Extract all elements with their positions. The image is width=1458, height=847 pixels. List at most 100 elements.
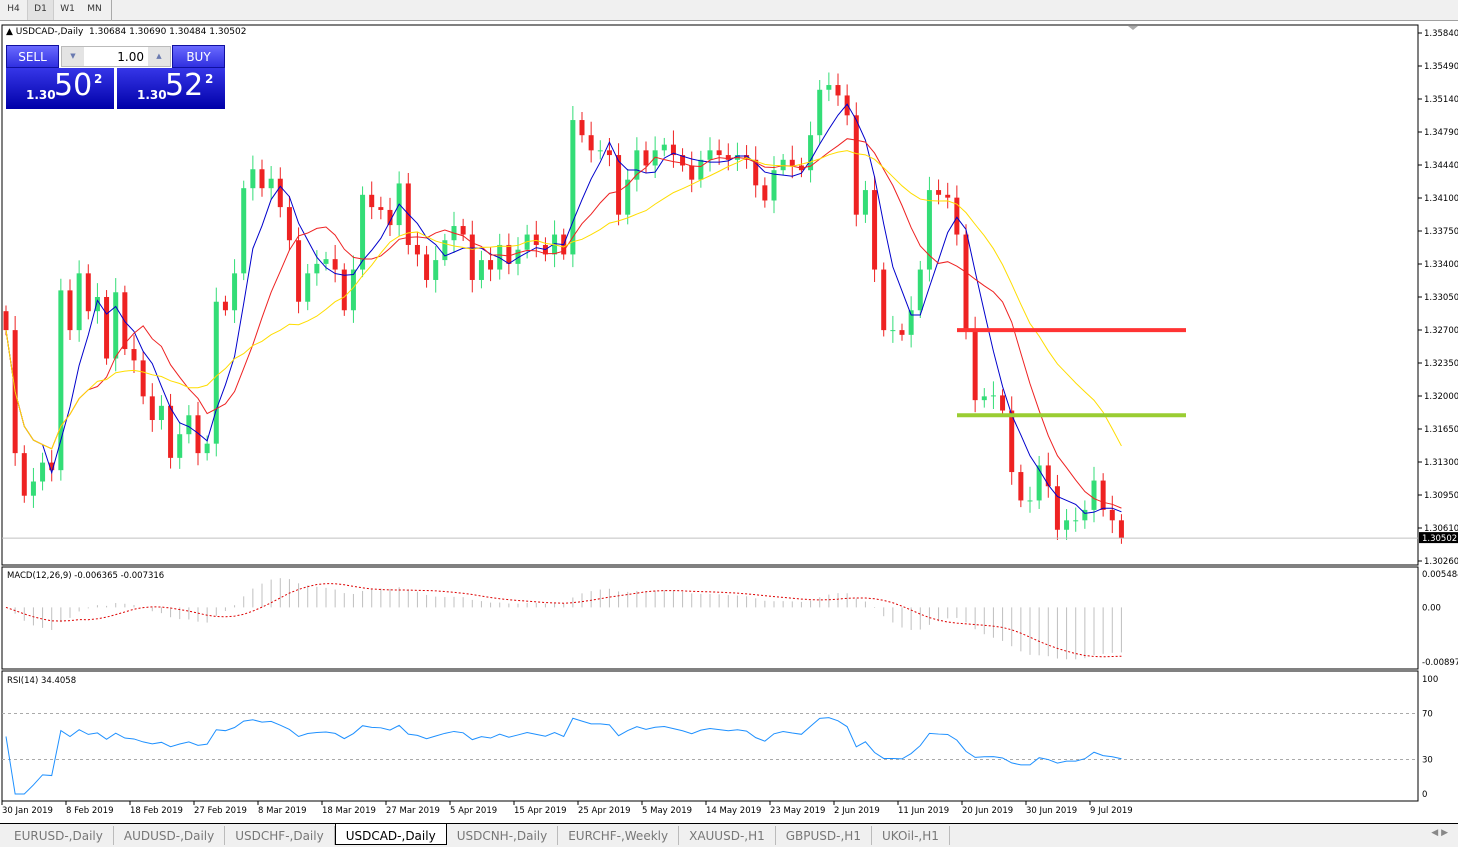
bearish-candle	[1018, 472, 1024, 501]
sell-price-button[interactable]: 1.30 50 2	[6, 68, 114, 109]
bearish-candle	[753, 159, 759, 186]
bearish-candle	[616, 155, 622, 215]
bearish-candle	[424, 254, 430, 280]
bullish-candle	[908, 310, 914, 335]
tab-eurusd[interactable]: EURUSD-,Daily	[4, 826, 114, 845]
rsi-label: RSI(14) 34.4058	[7, 676, 76, 686]
bearish-candle	[460, 226, 466, 235]
tab-ukoil[interactable]: UKOil-,H1	[872, 826, 950, 845]
bearish-candle	[259, 169, 265, 189]
macd-panel-frame	[1, 566, 1419, 670]
bearish-candle	[21, 453, 27, 496]
bullish-candle	[890, 330, 896, 332]
one-click-trading-panel: SELL ▼ ▲ BUY 1.30 50 2 1.30 52 2	[6, 45, 225, 109]
price-axis-label: 1.35840	[1424, 29, 1458, 39]
bearish-candle	[844, 95, 850, 116]
bullish-candle	[707, 150, 713, 160]
bearish-candle	[1009, 410, 1015, 473]
bullish-candle	[1036, 465, 1042, 501]
tab-xauusd[interactable]: XAUUSD-,H1	[679, 826, 776, 845]
sell-price-pips: 50	[54, 68, 93, 103]
bearish-candle	[954, 197, 960, 235]
price-axis-label: 1.34440	[1424, 161, 1458, 171]
bearish-candle	[149, 396, 155, 421]
bullish-candle	[94, 297, 100, 312]
volume-increase-icon[interactable]: ▲	[148, 47, 170, 66]
timeframe-h4[interactable]: H4	[7, 4, 20, 14]
bullish-candle	[323, 259, 329, 264]
bearish-candle	[296, 240, 302, 302]
bearish-candle	[936, 190, 942, 195]
sell-price-fraction: 2	[94, 72, 103, 86]
price-axis-label: 1.33400	[1424, 260, 1458, 270]
buy-price-button[interactable]: 1.30 52 2	[117, 68, 225, 109]
bullish-candle	[204, 443, 210, 454]
chart-area[interactable]: 1.35840 1.35490 1.35140 1.34790 1.34440 1.341…	[0, 22, 1458, 822]
price-axis-label: 1.30610	[1424, 524, 1458, 534]
symbol-label: USDCAD-,Daily	[15, 27, 84, 37]
macd-signal-line	[5, 583, 1122, 658]
bullish-candle	[926, 190, 932, 270]
date-axis-label: 27 Mar 2019	[386, 806, 440, 816]
bullish-candle	[1091, 480, 1097, 510]
tab-audusd[interactable]: AUDUSD-,Daily	[114, 826, 226, 845]
sell-button[interactable]: SELL	[6, 45, 59, 68]
tab-usdcad[interactable]: USDCAD-,Daily	[334, 824, 447, 845]
chart-tabs: EURUSD-,Daily AUDUSD-,Daily USDCHF-,Dail…	[0, 823, 1458, 847]
tab-scroll-arrows-icon[interactable]: ◀ ▶	[1431, 828, 1448, 838]
bullish-candle	[177, 434, 183, 458]
bearish-candle	[1100, 480, 1106, 510]
timeframe-toolbar: H4 D1 W1 MN	[0, 0, 1458, 21]
tab-gbpusd[interactable]: GBPUSD-,H1	[776, 826, 872, 845]
macd-axis-label: 0.00	[1422, 603, 1441, 613]
price-axis-label: 1.32350	[1424, 359, 1458, 369]
buy-button[interactable]: BUY	[172, 45, 225, 68]
price-axis-label: 1.30950	[1424, 491, 1458, 501]
timeframe-mn[interactable]: MN	[87, 4, 102, 14]
bullish-candle	[570, 120, 576, 255]
rsi-axis-label: 100	[1422, 675, 1438, 685]
bullish-candle	[780, 159, 786, 171]
bearish-candle	[689, 165, 695, 180]
date-axis-label: 2 Jun 2019	[834, 806, 880, 816]
timeframe-w1[interactable]: W1	[60, 4, 75, 14]
bearish-candle	[222, 301, 228, 311]
bullish-candle	[305, 273, 311, 302]
bullish-candle	[113, 292, 119, 359]
bearish-candle	[387, 209, 393, 226]
bearish-candle	[899, 330, 905, 335]
buy-price-pips: 52	[165, 68, 204, 103]
tab-eurchf[interactable]: EURCHF-,Weekly	[558, 826, 680, 845]
main-chart-frame	[1, 24, 1419, 566]
price-axis-label: 1.33050	[1424, 293, 1458, 303]
bearish-candle	[341, 269, 347, 311]
bearish-candle	[762, 185, 768, 201]
bullish-candle	[186, 415, 192, 435]
bearish-candle	[286, 207, 292, 241]
bearish-candle	[670, 144, 676, 156]
bullish-candle	[268, 178, 274, 189]
bullish-candle	[76, 273, 82, 331]
bullish-candle	[826, 85, 832, 90]
bearish-candle	[725, 155, 731, 160]
buy-price-prefix: 1.30	[137, 88, 167, 102]
volume-input[interactable]	[84, 47, 148, 66]
bearish-candle	[533, 234, 539, 245]
volume-decrease-icon[interactable]: ▼	[62, 47, 84, 66]
bearish-candle	[588, 135, 594, 151]
bullish-candle	[990, 395, 996, 397]
timeframe-d1[interactable]: D1	[27, 0, 54, 20]
date-axis-label: 18 Feb 2019	[130, 806, 183, 816]
date-axis-label: 30 Jun 2019	[1026, 806, 1077, 816]
bullish-candle	[213, 301, 219, 444]
bullish-candle	[232, 273, 238, 311]
bullish-candle	[515, 249, 521, 264]
bearish-candle	[3, 311, 9, 331]
tab-usdchf[interactable]: USDCHF-,Daily	[225, 826, 335, 845]
bearish-candle	[835, 85, 841, 96]
price-axis-label: 1.32700	[1424, 326, 1458, 336]
tab-usdcnh[interactable]: USDCNH-,Daily	[447, 826, 559, 845]
collapse-triangle-icon[interactable]: ▲	[6, 27, 13, 37]
date-axis-label: 8 Feb 2019	[66, 806, 114, 816]
chart-shift-marker-icon[interactable]	[1128, 26, 1138, 30]
